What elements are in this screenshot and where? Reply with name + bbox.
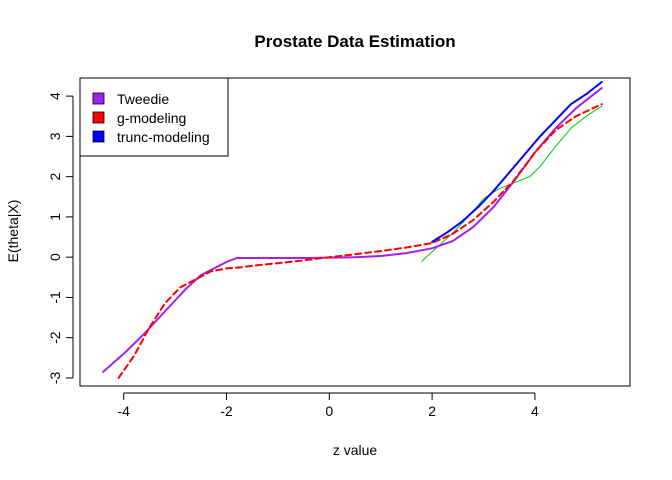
legend-label: trunc-modeling (117, 129, 210, 145)
legend-swatch (92, 111, 105, 124)
y-axis: -3 -2 -1 0 1 2 3 4 (47, 92, 74, 385)
x-tick-label: -2 (220, 403, 233, 419)
series-line-trunc-modeling (431, 81, 603, 243)
y-tick-label: 3 (47, 132, 63, 140)
legend-swatch (92, 130, 105, 143)
x-axis-label: z value (333, 442, 378, 458)
legend: Tweedie g-modeling trunc-modeling (79, 77, 229, 157)
x-tick-label: 0 (325, 403, 333, 419)
series-line-g-modeling (117, 103, 603, 379)
legend-label: g-modeling (117, 110, 186, 126)
x-axis: -4 -2 0 2 4 (117, 392, 539, 419)
chart-title: Prostate Data Estimation (254, 32, 455, 51)
x-tick-label: 2 (428, 403, 436, 419)
y-tick-label: -3 (47, 372, 63, 385)
y-tick-label: 4 (47, 92, 63, 100)
legend-label: Tweedie (117, 91, 169, 107)
y-tick-label: 0 (47, 253, 63, 261)
series-layer (102, 81, 603, 379)
y-tick-label: -1 (47, 291, 63, 304)
y-tick-label: -2 (47, 331, 63, 344)
legend-swatch (92, 92, 105, 105)
plot-frame (79, 77, 631, 387)
y-tick-label: 1 (47, 213, 63, 221)
y-axis-label: E(theta|X) (5, 200, 21, 263)
y-tick-label: 2 (47, 173, 63, 181)
x-tick-label: -4 (117, 403, 130, 419)
x-tick-label: 4 (531, 403, 539, 419)
legend-box (79, 77, 229, 157)
